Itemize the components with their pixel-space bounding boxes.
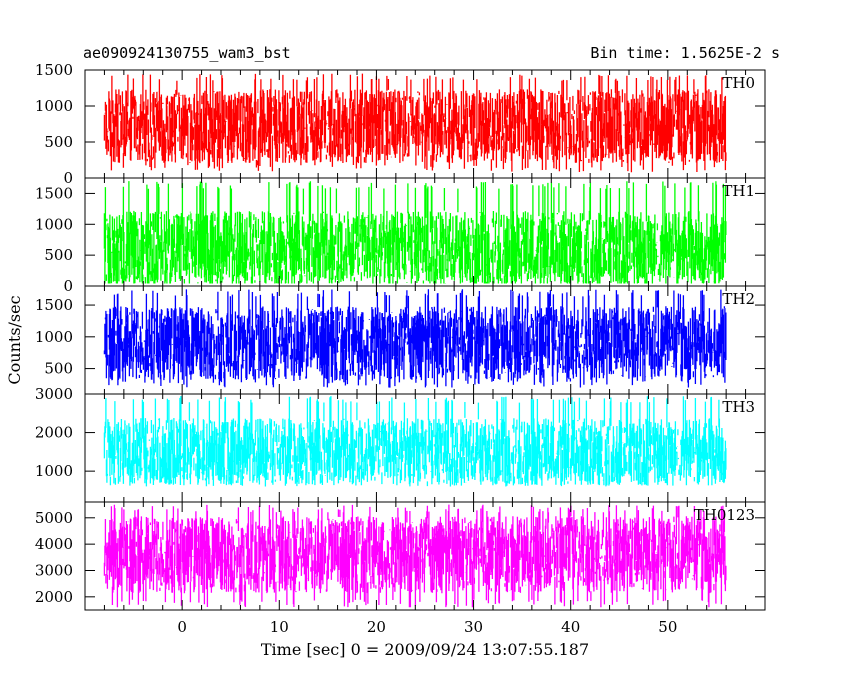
y-axis-label: Counts/sec bbox=[5, 295, 24, 384]
bin-time-label: Bin time: 1.5625E-2 s bbox=[590, 44, 780, 62]
y-tick-label: 1500 bbox=[35, 61, 73, 79]
y-tick-label: 1000 bbox=[35, 215, 73, 233]
x-axis-label: Time [sec] 0 = 2009/09/24 13:07:55.187 bbox=[261, 640, 589, 659]
y-tick-label: 500 bbox=[44, 360, 73, 378]
y-tick-label: 1000 bbox=[35, 462, 73, 480]
y-tick-label: 2000 bbox=[35, 424, 73, 442]
y-tick-label: 1500 bbox=[35, 184, 73, 202]
y-tick-label: 1500 bbox=[35, 296, 73, 314]
y-tick-label: 1000 bbox=[35, 97, 73, 115]
y-tick-label: 4000 bbox=[35, 535, 73, 553]
series-label: TH2 bbox=[722, 290, 755, 308]
series-th2-line bbox=[103, 289, 727, 388]
series-label: TH3 bbox=[722, 398, 755, 416]
y-tick-label: 0 bbox=[63, 277, 73, 295]
x-tick-label: 30 bbox=[464, 618, 483, 636]
x-tick-label: 0 bbox=[177, 618, 187, 636]
x-tick-label: 50 bbox=[658, 618, 677, 636]
series-label: TH0 bbox=[722, 74, 755, 92]
y-tick-label: 500 bbox=[44, 133, 73, 151]
y-tick-label: 3000 bbox=[35, 385, 73, 403]
y-tick-label: 1000 bbox=[35, 328, 73, 346]
y-tick-label: 5000 bbox=[35, 509, 73, 527]
series-th0123-line bbox=[103, 504, 727, 608]
panel-th0123-frame bbox=[84, 501, 766, 611]
x-tick-label: 40 bbox=[561, 618, 580, 636]
series-th0-line bbox=[103, 73, 727, 173]
y-tick-label: 3000 bbox=[35, 561, 73, 579]
series-label: TH0123 bbox=[694, 506, 755, 524]
x-tick-label: 10 bbox=[270, 618, 289, 636]
series-th3-line bbox=[103, 396, 727, 487]
observation-title: ae090924130755_wam3_bst bbox=[83, 44, 291, 62]
series-th1-line bbox=[103, 181, 727, 284]
y-tick-label: 2000 bbox=[35, 588, 73, 606]
x-tick-label: 20 bbox=[367, 618, 386, 636]
y-tick-label: 500 bbox=[44, 246, 73, 264]
series-label: TH1 bbox=[722, 182, 755, 200]
y-tick-label: 0 bbox=[63, 169, 73, 187]
